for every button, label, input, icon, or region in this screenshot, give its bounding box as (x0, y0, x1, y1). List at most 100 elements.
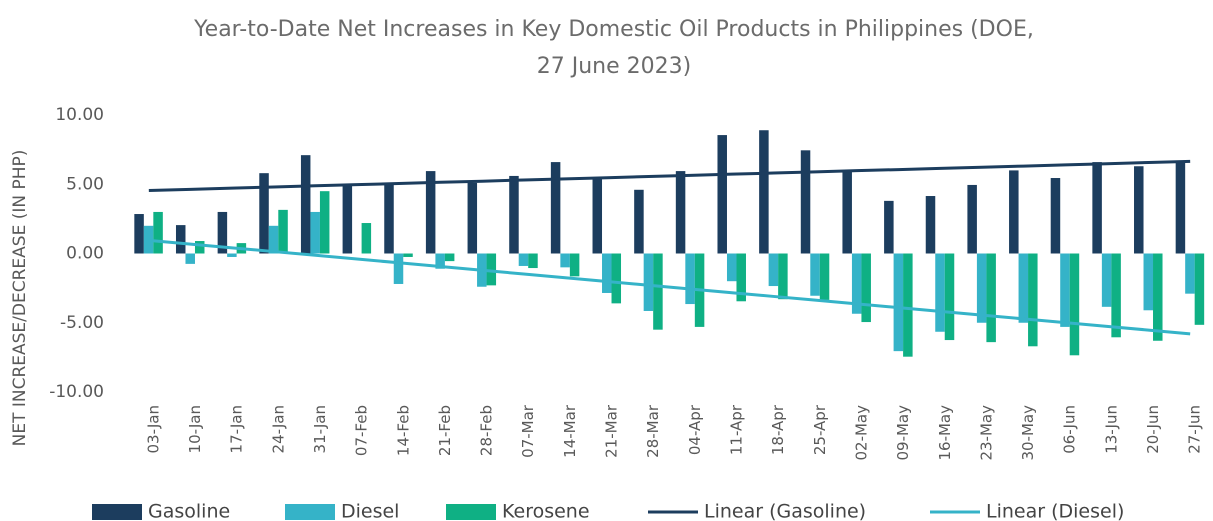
bar (653, 253, 663, 330)
bar (227, 253, 237, 257)
legend-label: Diesel (341, 501, 399, 521)
legend-swatch (446, 504, 496, 520)
bar (810, 253, 820, 296)
bar (717, 135, 727, 254)
bar (153, 211, 163, 254)
bar (1134, 166, 1144, 254)
x-tick-label: 18-Apr (769, 404, 787, 455)
y-axis-title: NET INCREASE/DECREASE (IN PHP) (10, 150, 30, 447)
bar (1143, 253, 1154, 311)
x-tick-label: 10-Jan (186, 405, 204, 453)
bar (1092, 162, 1102, 254)
x-tick-label: 25-Apr (811, 404, 829, 455)
bar (736, 253, 746, 302)
bar (778, 253, 788, 300)
bar (528, 253, 538, 269)
bar (467, 182, 478, 254)
bar (550, 162, 561, 254)
x-tick-label: 28-Mar (644, 404, 662, 458)
bar (1009, 170, 1019, 254)
x-tick-label: 07-Mar (519, 404, 537, 458)
legend-label: Gasoline (148, 501, 230, 521)
x-tick-label: 23-May (977, 405, 995, 461)
bar (759, 130, 769, 254)
x-tick-label: 28-Feb (478, 405, 496, 456)
bar (425, 171, 436, 254)
bar (903, 253, 913, 357)
bar (1175, 160, 1186, 254)
bar (851, 253, 862, 314)
x-tick-label: 13-Jun (1102, 405, 1120, 454)
bar (893, 253, 904, 352)
bar (1194, 253, 1205, 325)
bar (384, 184, 394, 254)
bar (319, 191, 330, 254)
x-tick-label: 24-Jan (269, 405, 287, 453)
trend-line (148, 238, 1191, 336)
x-tick-label: 20-Jun (1144, 405, 1162, 454)
x-tick-label: 11-Apr (727, 404, 745, 455)
x-tick-label: 17-Jan (228, 405, 246, 453)
x-tick-label: 06-Jun (1061, 405, 1079, 454)
x-tick-label: 21-Feb (436, 405, 454, 456)
bar (1111, 253, 1121, 338)
bar (768, 253, 779, 287)
x-tick-label: 04-Apr (686, 404, 704, 455)
x-tick-label: 27-Jun (1186, 405, 1204, 454)
bar (194, 241, 205, 254)
bar (1069, 253, 1080, 356)
bar (518, 253, 529, 266)
bar (185, 253, 195, 264)
bar (592, 178, 603, 254)
y-tick-label: -10.00 (49, 382, 104, 402)
bar (486, 253, 497, 286)
legend-swatch (92, 504, 142, 520)
x-tick-label: 14-Mar (561, 404, 579, 458)
bar (634, 189, 644, 254)
bar (268, 225, 279, 254)
x-tick-label: 07-Feb (353, 405, 371, 456)
bar (643, 253, 654, 311)
bar (134, 214, 144, 254)
bar (143, 225, 154, 254)
bar (1060, 253, 1070, 327)
chart-title: 27 June 2023) (537, 54, 691, 79)
bar (310, 211, 320, 254)
bar (342, 184, 353, 254)
legend-label: Kerosene (502, 501, 590, 521)
bar (1185, 253, 1195, 294)
x-tick-label: 16-May (936, 405, 954, 461)
chart-title: Year-to-Date Net Increases in Key Domest… (193, 17, 1034, 42)
bar (675, 171, 686, 254)
bar (1050, 178, 1061, 254)
bar (393, 253, 404, 284)
bar (1018, 253, 1029, 323)
trend-line (148, 159, 1191, 192)
bar (967, 184, 977, 254)
y-tick-label: -5.00 (60, 313, 104, 333)
bar (560, 253, 570, 268)
legend-swatch (285, 504, 335, 520)
x-tick-label: 03-Jan (144, 405, 162, 453)
bar (935, 253, 945, 332)
x-tick-label: 02-May (852, 405, 870, 461)
bar (884, 200, 894, 254)
bar (611, 253, 622, 304)
bar (800, 150, 811, 254)
bar (300, 155, 311, 254)
bar (602, 253, 612, 293)
x-tick-label: 31-Jan (311, 405, 329, 453)
bar (175, 225, 186, 254)
bar (217, 211, 228, 254)
x-tick-label: 21-Mar (603, 404, 621, 458)
bar (569, 253, 580, 277)
bar (1153, 253, 1163, 341)
y-tick-label: 0.00 (66, 244, 104, 264)
bar (278, 209, 288, 254)
bar (361, 223, 372, 254)
bar (509, 175, 519, 254)
x-tick-label: 30-May (1019, 405, 1037, 461)
bar (986, 253, 996, 343)
bar (925, 196, 936, 254)
